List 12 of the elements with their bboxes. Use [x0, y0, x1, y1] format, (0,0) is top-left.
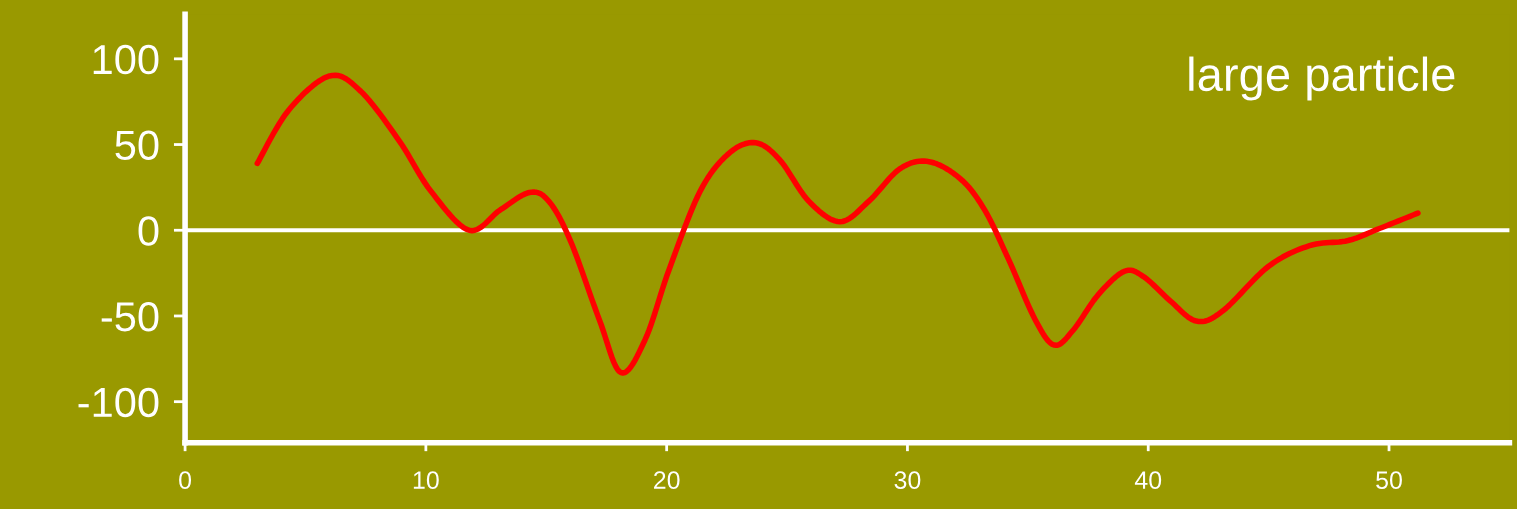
y-tick-label: 0 — [138, 216, 159, 246]
y-tick-label: 50 — [115, 130, 159, 161]
y-tick-label: 100 — [93, 44, 159, 75]
x-tick-label: 10 — [413, 471, 439, 489]
x-tick-label: 40 — [1134, 471, 1162, 489]
x-tick-label: 20 — [654, 471, 680, 489]
y-tick-label: -100 — [78, 387, 159, 418]
x-tick-label: 50 — [1376, 471, 1402, 489]
annotation: large particle — [1189, 56, 1455, 101]
x-tick-label: 0 — [179, 471, 192, 489]
x-tick-label: 30 — [894, 471, 921, 489]
y-tick-label: -50 — [101, 301, 159, 332]
